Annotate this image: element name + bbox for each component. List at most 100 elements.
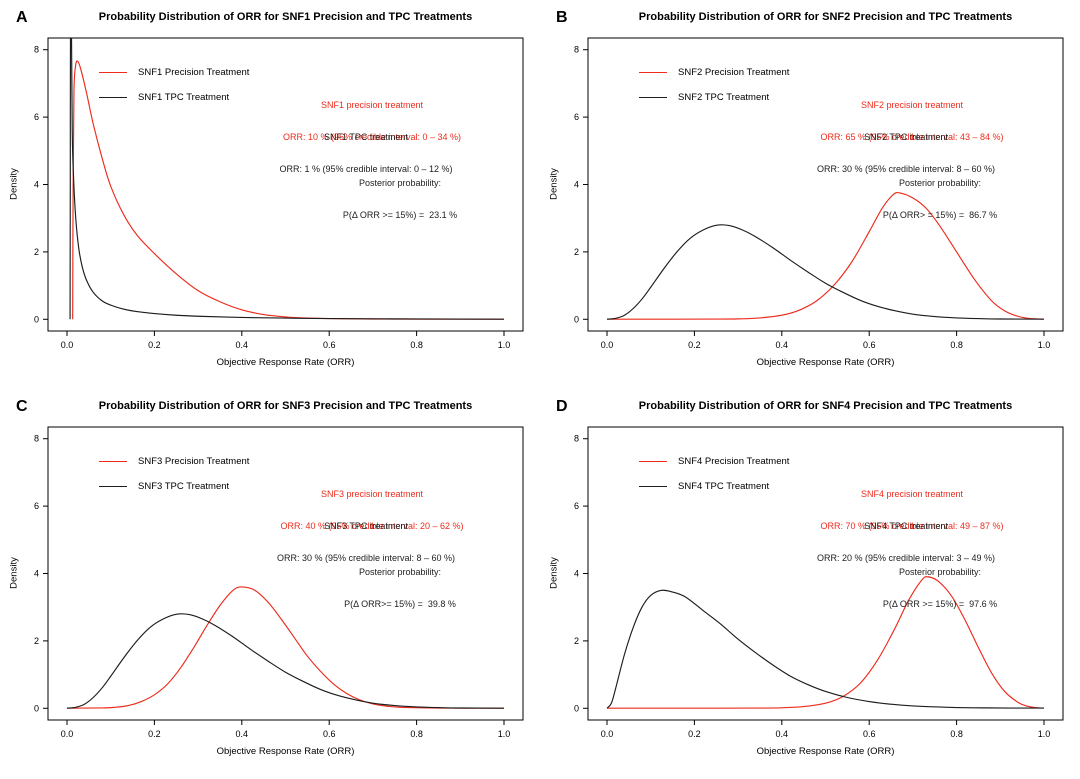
annotation-precision: SNF1 precision treatment ORR: 10 % (95% … — [283, 79, 461, 163]
annotation-line: Posterior probability: — [898, 178, 982, 188]
annotation-line: SNF3 precision treatment — [320, 489, 424, 499]
annotation-line: SNF3 TPC treatment — [324, 521, 408, 531]
legend-item-tpc: SNF3 TPC Treatment — [99, 481, 249, 492]
svg-text:8: 8 — [574, 434, 579, 444]
annotation-line: ORR: 30 % (95% credible interval: 8 – 60… — [276, 552, 456, 563]
svg-text:0.0: 0.0 — [601, 340, 614, 350]
annotation-line: P(Δ ORR>= 15%) = 39.8 % — [344, 598, 456, 609]
svg-text:4: 4 — [574, 180, 579, 190]
annotation-line: ORR: 70 % (95% credible interval: 49 – 8… — [820, 520, 1004, 531]
svg-text:0.4: 0.4 — [776, 340, 789, 350]
svg-text:4: 4 — [34, 180, 39, 190]
legend: SNF4 Precision Treatment SNF4 TPC Treatm… — [639, 456, 789, 506]
svg-text:0: 0 — [34, 703, 39, 713]
annotation-line: Posterior probability: — [358, 567, 442, 577]
panel-letter: C — [16, 398, 29, 415]
annotation-line: SNF1 precision treatment — [320, 100, 424, 110]
svg-text:6: 6 — [34, 112, 39, 122]
annotation-line: P(Δ ORR> = 15%) = 86.7 % — [882, 209, 998, 220]
svg-text:0.2: 0.2 — [148, 340, 161, 350]
annotation-line: SNF4 precision treatment — [860, 489, 964, 499]
annotation-line: P(Δ ORR >= 15%) = 23.1 % — [342, 209, 458, 220]
svg-text:0.8: 0.8 — [950, 729, 963, 739]
svg-text:8: 8 — [34, 45, 39, 55]
legend-item-tpc: SNF2 TPC Treatment — [639, 92, 789, 103]
annotation-line: SNF2 precision treatment — [860, 100, 964, 110]
red-line-swatch — [639, 460, 667, 463]
panel-d: D Probability Distribution of ORR for SN… — [540, 389, 1080, 778]
y-axis-label: Density — [8, 168, 20, 200]
panel-a: A Probability Distribution of ORR for SN… — [0, 0, 540, 389]
svg-text:0.4: 0.4 — [776, 729, 789, 739]
svg-text:0.0: 0.0 — [601, 729, 614, 739]
panel-c: C Probability Distribution of ORR for SN… — [0, 389, 540, 778]
legend: SNF2 Precision Treatment SNF2 TPC Treatm… — [639, 67, 789, 117]
annotation-line: ORR: 10 % (95% credible interval: 0 – 34… — [282, 131, 462, 142]
svg-text:0.0: 0.0 — [61, 729, 74, 739]
svg-text:1.0: 1.0 — [1038, 340, 1051, 350]
svg-text:6: 6 — [574, 501, 579, 511]
svg-text:0.6: 0.6 — [323, 340, 336, 350]
panel-b: B Probability Distribution of ORR for SN… — [540, 0, 1080, 389]
svg-text:0.8: 0.8 — [950, 340, 963, 350]
legend-label: SNF3 TPC Treatment — [138, 481, 230, 492]
annotation-tpc: SNF2 TPC treatment ORR: 30 % (95% credib… — [817, 111, 995, 195]
annotation-tpc: SNF1 TPC treatment ORR: 1 % (95% credibl… — [279, 111, 452, 195]
annotation-posterior: Posterior probability: P(Δ ORR> = 15%) =… — [883, 157, 997, 241]
annotation-tpc: SNF4 TPC treatment ORR: 20 % (95% credib… — [817, 500, 995, 584]
svg-text:8: 8 — [34, 434, 39, 444]
legend-label: SNF2 TPC Treatment — [678, 92, 770, 103]
legend-item-precision: SNF2 Precision Treatment — [639, 67, 789, 78]
annotation-line: SNF2 TPC treatment — [864, 132, 948, 142]
svg-text:0: 0 — [574, 703, 579, 713]
annotation-line: Posterior probability: — [898, 567, 982, 577]
annotation-line: SNF1 TPC treatment — [324, 132, 408, 142]
annotation-line: ORR: 20 % (95% credible interval: 3 – 49… — [816, 552, 996, 563]
annotation-precision: SNF3 precision treatment ORR: 40 % (95% … — [280, 468, 463, 552]
black-line-swatch — [639, 96, 667, 99]
red-line-swatch — [99, 460, 127, 463]
annotation-posterior: Posterior probability: P(Δ ORR >= 15%) =… — [883, 546, 997, 630]
plot-area: 0 2 4 6 8 0.0 0.2 0.4 0.6 0.8 1.0 — [34, 37, 524, 350]
annotation-line: ORR: 1 % (95% credible interval: 0 – 12 … — [279, 163, 453, 174]
annotation-line: SNF4 TPC treatment — [864, 521, 948, 531]
chart-title: Probability Distribution of ORR for SNF3… — [98, 400, 473, 412]
legend-label: SNF1 TPC Treatment — [138, 92, 230, 103]
legend-item-tpc: SNF4 TPC Treatment — [639, 481, 789, 492]
y-axis-label: Density — [548, 557, 560, 589]
x-axis-label: Objective Response Rate (ORR) — [756, 746, 895, 757]
legend-label: SNF2 Precision Treatment — [678, 67, 790, 78]
legend-item-precision: SNF3 Precision Treatment — [99, 456, 249, 467]
plot-area: 0 2 4 6 8 0.0 0.2 0.4 0.6 0.8 1.0 — [34, 426, 524, 739]
panel-letter: D — [556, 398, 569, 415]
legend-item-tpc: SNF1 TPC Treatment — [99, 92, 249, 103]
legend-label: SNF4 TPC Treatment — [678, 481, 770, 492]
svg-text:6: 6 — [574, 112, 579, 122]
legend: SNF1 Precision Treatment SNF1 TPC Treatm… — [99, 67, 249, 117]
y-axis-label: Density — [548, 168, 560, 200]
black-line-swatch — [99, 96, 127, 99]
annotation-precision: SNF4 precision treatment ORR: 70 % (95% … — [820, 468, 1003, 552]
svg-text:0.4: 0.4 — [236, 340, 249, 350]
legend-label: SNF3 Precision Treatment — [138, 456, 250, 467]
svg-text:1.0: 1.0 — [498, 729, 511, 739]
legend-item-precision: SNF4 Precision Treatment — [639, 456, 789, 467]
annotation-line: Posterior probability: — [358, 178, 442, 188]
svg-text:2: 2 — [34, 247, 39, 257]
annotation-line: ORR: 40 % (95% credible interval: 20 – 6… — [280, 520, 464, 531]
legend-label: SNF4 Precision Treatment — [678, 456, 790, 467]
svg-text:0: 0 — [34, 314, 39, 324]
x-axis-label: Objective Response Rate (ORR) — [216, 357, 355, 368]
chart-title: Probability Distribution of ORR for SNF2… — [638, 11, 1013, 23]
panel-letter: A — [16, 9, 29, 26]
y-axis-label: Density — [8, 557, 20, 589]
chart-title: Probability Distribution of ORR for SNF1… — [98, 11, 473, 23]
annotation-line: P(Δ ORR >= 15%) = 97.6 % — [882, 598, 998, 609]
annotation-posterior: Posterior probability: P(Δ ORR>= 15%) = … — [344, 546, 456, 630]
svg-text:0.2: 0.2 — [148, 729, 161, 739]
annotation-line: ORR: 65 % (95% credible interval: 43 – 8… — [820, 131, 1004, 142]
annotation-tpc: SNF3 TPC treatment ORR: 30 % (95% credib… — [277, 500, 455, 584]
svg-text:0.4: 0.4 — [236, 729, 249, 739]
red-line-swatch — [99, 71, 127, 74]
